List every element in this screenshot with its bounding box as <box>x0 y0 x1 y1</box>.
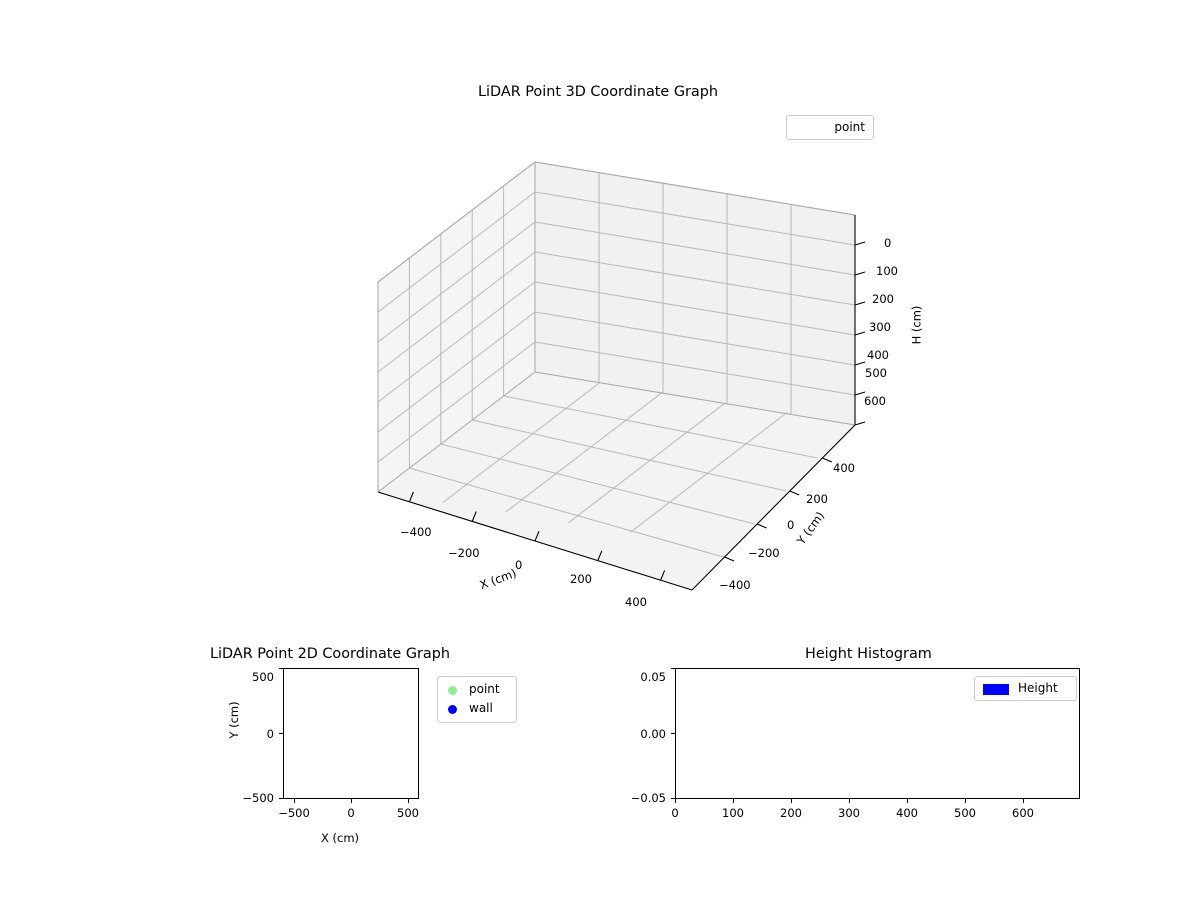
plot3d-ztick-2: 200 <box>872 292 894 306</box>
plot2d-xtick-0: −500 <box>278 806 310 820</box>
histogram-xtickmark-1 <box>733 799 734 803</box>
histogram-xtick-3: 300 <box>838 806 860 820</box>
histogram-ytick-0: 0.05 <box>640 670 666 684</box>
plot2d-title: LiDAR Point 2D Coordinate Graph <box>210 646 450 662</box>
plot3d-ytick-3: 200 <box>806 492 828 506</box>
plot3d-tickmarks <box>408 241 866 581</box>
plot3d-ztick-0: 0 <box>884 236 892 250</box>
histogram-ytickmark-0 <box>671 668 675 669</box>
plot3d-ztick-1: 100 <box>876 264 898 278</box>
histogram-xtickmark-0 <box>675 799 676 803</box>
histogram-xtickmark-3 <box>849 799 850 803</box>
plot3d-xtick-4: 400 <box>625 595 647 609</box>
plot3d-ytick-0: −400 <box>719 578 751 592</box>
plot3d-zaxis-label: H (cm) <box>909 305 924 345</box>
histogram-ytick-1: 0.00 <box>640 727 666 741</box>
plot3d-ytick-4: 400 <box>833 461 855 475</box>
plot2d-xaxis-label: X (cm) <box>321 831 360 845</box>
plot2d-ytickmark-0 <box>279 668 283 669</box>
plot2d-yaxis-label: Y (cm) <box>227 701 241 739</box>
plot2d-legend[interactable]: point wall <box>437 676 517 723</box>
plot2d-legend-entry-point[interactable]: point <box>438 681 516 700</box>
histogram-legend-label-height: Height <box>1018 681 1058 695</box>
histogram-xtick-6: 600 <box>1012 806 1034 820</box>
plot3d-axes[interactable] <box>330 140 890 620</box>
plot2d-legend-label-point: point <box>469 682 500 696</box>
plot2d-xtick-1: 0 <box>347 806 355 820</box>
plot3d-xtick-2: 0 <box>515 558 523 572</box>
plot2d-xtickmark-2 <box>408 799 409 803</box>
histogram-ytickmark-1 <box>671 733 675 734</box>
plot2d-ytick-0: 500 <box>252 670 274 684</box>
plot2d-ytickmark-1 <box>279 733 283 734</box>
plot3d-legend-label-point: point <box>834 120 865 134</box>
histogram-xtickmark-6 <box>1023 799 1024 803</box>
plot3d-ztick-4: 400 <box>867 348 889 362</box>
histogram-xtick-5: 500 <box>954 806 976 820</box>
plot2d-ytick-2: −500 <box>242 791 274 805</box>
plot3d-xtick-3: 200 <box>570 572 592 586</box>
height-swatch-icon <box>983 684 1009 695</box>
plot2d-legend-entry-wall[interactable]: wall <box>438 700 516 719</box>
plot3d-legend[interactable]: point <box>786 115 874 140</box>
histogram-xtick-1: 100 <box>722 806 744 820</box>
plot3d-xtick-1: −200 <box>448 546 480 560</box>
wall-marker-icon <box>448 705 457 714</box>
plot3d-title: LiDAR Point 3D Coordinate Graph <box>478 84 718 100</box>
plot3d-gridlines <box>377 161 856 558</box>
point-marker-icon <box>448 686 457 695</box>
histogram-legend[interactable]: Height <box>974 676 1077 701</box>
plot3d-canvas <box>377 161 866 591</box>
plot3d-panes <box>378 162 855 590</box>
plot2d-legend-label-wall: wall <box>469 701 493 715</box>
histogram-ytickmark-2 <box>671 798 675 799</box>
plot2d-ytickmark-2 <box>279 798 283 799</box>
plot3d-ytick-2: 0 <box>787 518 795 532</box>
plot2d-axes[interactable] <box>283 668 419 799</box>
plot2d-xtick-2: 500 <box>397 806 419 820</box>
histogram-title: Height Histogram <box>805 646 932 662</box>
histogram-xtick-0: 0 <box>671 806 679 820</box>
histogram-xtick-4: 400 <box>896 806 918 820</box>
histogram-xtickmark-4 <box>907 799 908 803</box>
plot2d-ytick-1: 0 <box>266 727 274 741</box>
plot3d-ztick-3: 300 <box>869 320 891 334</box>
plot3d-ztick-5: 500 <box>865 366 887 380</box>
plot2d-xtickmark-1 <box>351 799 352 803</box>
histogram-ytick-2: −0.05 <box>630 791 666 805</box>
plot3d-ztick-6: 600 <box>864 394 886 408</box>
plot2d-xtickmark-0 <box>294 799 295 803</box>
plot3d-ytick-1: −200 <box>748 546 780 560</box>
histogram-xtick-2: 200 <box>780 806 802 820</box>
histogram-xtickmark-2 <box>791 799 792 803</box>
plot3d-xtick-0: −400 <box>400 525 432 539</box>
histogram-xtickmark-5 <box>965 799 966 803</box>
